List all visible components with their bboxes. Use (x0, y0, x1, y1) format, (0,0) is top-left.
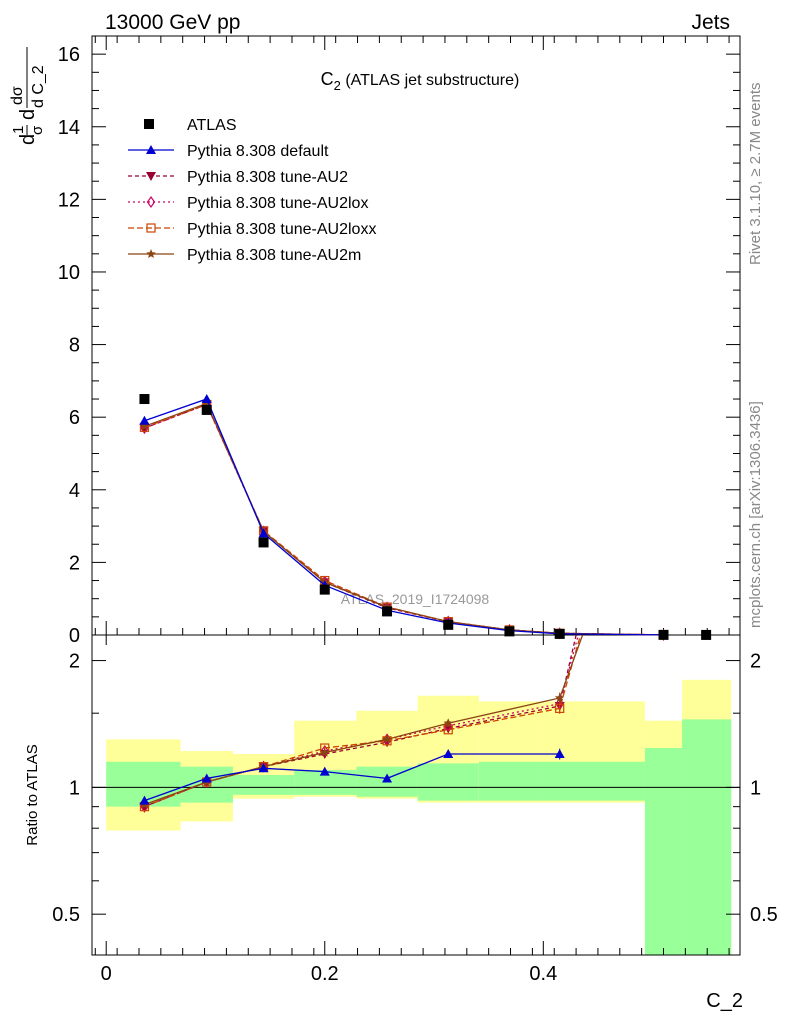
data-point-1 (201, 404, 212, 415)
legend-label-3: Pythia 8.308 tune-AU2loxx (187, 221, 376, 238)
y-main-tick-label-8: 16 (58, 44, 80, 66)
legend-label-1: Pythia 8.308 tune-AU2 (187, 169, 348, 186)
ratio-line-4 (144, 634, 584, 806)
legend-marker-3 (146, 223, 156, 233)
ratio-marker-4-3 (320, 747, 330, 757)
y-ratio-tick-label-left-2: 2 (69, 651, 80, 673)
band-green-6 (478, 761, 541, 801)
y-axis-label-main: d 1 σ d dσ d C_2 (9, 47, 47, 145)
legend-marker-atlas (144, 119, 154, 129)
main-marker-0-0 (139, 415, 150, 425)
plot-title: C2 (ATLAS jet substructure) (321, 69, 520, 93)
ylabel-dsigma: dσ (9, 86, 26, 105)
band-green-2 (232, 774, 295, 795)
title-symbol: C (321, 69, 334, 89)
ratio-marker-4-5 (443, 718, 453, 728)
header-process-label: Jets (691, 11, 730, 34)
x-tick-label-2: 0.4 (529, 963, 557, 985)
x-tick-label-0: 0 (101, 963, 112, 985)
analysis-watermark: ATLAS_2019_I1724098 (341, 591, 490, 607)
ratio-marker-0-6 (554, 749, 565, 759)
ratio-marker-0-3 (319, 766, 330, 776)
rivet-version-label: Rivet 3.1.10, ≥ 2.7M events (747, 83, 764, 266)
ylabel-one: 1 (10, 126, 27, 134)
data-point-5 (443, 619, 454, 630)
y-ratio-tick-label-right-2: 2 (750, 651, 761, 673)
legend-marker-4 (146, 249, 156, 258)
header-energy-label: 13000 GeV pp (105, 11, 240, 34)
y-axis-label-ratio: Ratio to ATLAS (24, 744, 41, 845)
data-point-3 (319, 584, 330, 595)
data-point-2 (258, 537, 269, 548)
x-tick-label-1: 0.2 (311, 963, 339, 985)
data-point-9 (701, 629, 712, 640)
ylabel-sigma: σ (29, 125, 46, 135)
ratio-marker-0-5 (443, 749, 454, 759)
ratio-marker-0-2 (258, 763, 269, 773)
legend: ATLAS Pythia 8.308 default Pythia 8.308 tu… (128, 117, 376, 264)
ratio-marker-0-4 (382, 773, 393, 783)
legend-label-4: Pythia 8.308 tune-AU2m (187, 247, 361, 264)
y-main-tick-label-3: 6 (69, 407, 80, 429)
legend-marker-2 (146, 195, 156, 209)
ylabel-d1: d (17, 134, 39, 145)
legend-label-0: Pythia 8.308 default (187, 143, 329, 160)
y-main-tick-label-5: 10 (58, 262, 80, 284)
main-marker-4-0 (139, 421, 150, 431)
mcplots-site-label: mcplots.cern.ch [arXiv:1306.3436] (747, 401, 764, 628)
data-point-6 (504, 626, 515, 637)
band-green-8 (644, 748, 683, 955)
ratio-marker-0-1 (201, 773, 212, 783)
ylabel-dC: d C_2 (30, 65, 47, 108)
x-axis-label: C_2 (706, 990, 743, 1012)
y-main-tick-label-0: 0 (69, 625, 80, 647)
y-ratio-tick-label-left-1: 1 (69, 777, 80, 799)
legend-marker-0 (146, 145, 156, 154)
y-ratio-tick-label-right-0: 0.5 (750, 904, 778, 926)
data-point-7 (554, 628, 565, 639)
y-main-tick-label-4: 8 (69, 335, 80, 357)
ratio-line-1 (144, 634, 577, 808)
title-subscript: 2 (334, 78, 341, 93)
ratio-marker-0-0 (139, 795, 150, 805)
ratio-series-group (139, 634, 584, 813)
ratio-marker-2-3 (320, 744, 329, 758)
ratio-marker-4-6 (554, 693, 565, 702)
y-ratio-tick-label-right-1: 1 (750, 777, 761, 799)
title-description: (ATLAS jet substructure) (341, 72, 519, 89)
y-main-tick-label-1: 2 (69, 552, 80, 574)
ratio-panel-frame (91, 634, 741, 956)
ylabel-d2: d (17, 109, 39, 120)
legend-label-atlas: ATLAS (187, 117, 237, 134)
legend-marker-1 (146, 172, 156, 181)
main-marker-0-2 (258, 528, 269, 538)
main-marker-0-1 (201, 394, 212, 404)
y-main-tick-label-2: 4 (69, 480, 80, 502)
atlas-data-points (139, 394, 712, 640)
ratio-marker-4-4 (382, 734, 392, 744)
band-green-9 (682, 719, 732, 955)
band-green-7 (540, 761, 645, 801)
band-green-5 (417, 763, 479, 801)
y-main-tick-label-6: 12 (58, 189, 80, 211)
data-point-0 (139, 394, 150, 405)
legend-label-2: Pythia 8.308 tune-AU2lox (187, 195, 368, 212)
data-point-4 (382, 606, 393, 617)
data-point-8 (658, 629, 669, 640)
ratio-marker-3-6 (555, 703, 565, 713)
y-main-tick-label-7: 14 (58, 117, 80, 139)
ratio-uncertainty-bands (106, 679, 732, 955)
ratio-marker-3-5 (443, 725, 453, 735)
y-ratio-tick-label-left-0: 0.5 (52, 904, 80, 926)
